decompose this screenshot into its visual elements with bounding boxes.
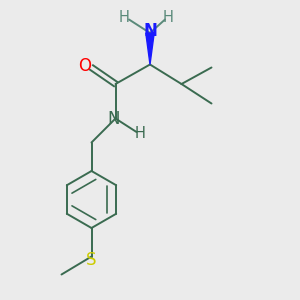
Text: H: H bbox=[163, 11, 173, 26]
Text: N: N bbox=[143, 22, 157, 40]
Polygon shape bbox=[146, 33, 154, 64]
Text: S: S bbox=[86, 251, 97, 269]
Text: H: H bbox=[119, 11, 130, 26]
Text: H: H bbox=[135, 126, 146, 141]
Text: N: N bbox=[108, 110, 120, 128]
Text: O: O bbox=[78, 57, 92, 75]
